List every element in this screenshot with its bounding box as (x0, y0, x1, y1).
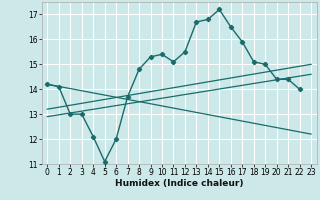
X-axis label: Humidex (Indice chaleur): Humidex (Indice chaleur) (115, 179, 244, 188)
